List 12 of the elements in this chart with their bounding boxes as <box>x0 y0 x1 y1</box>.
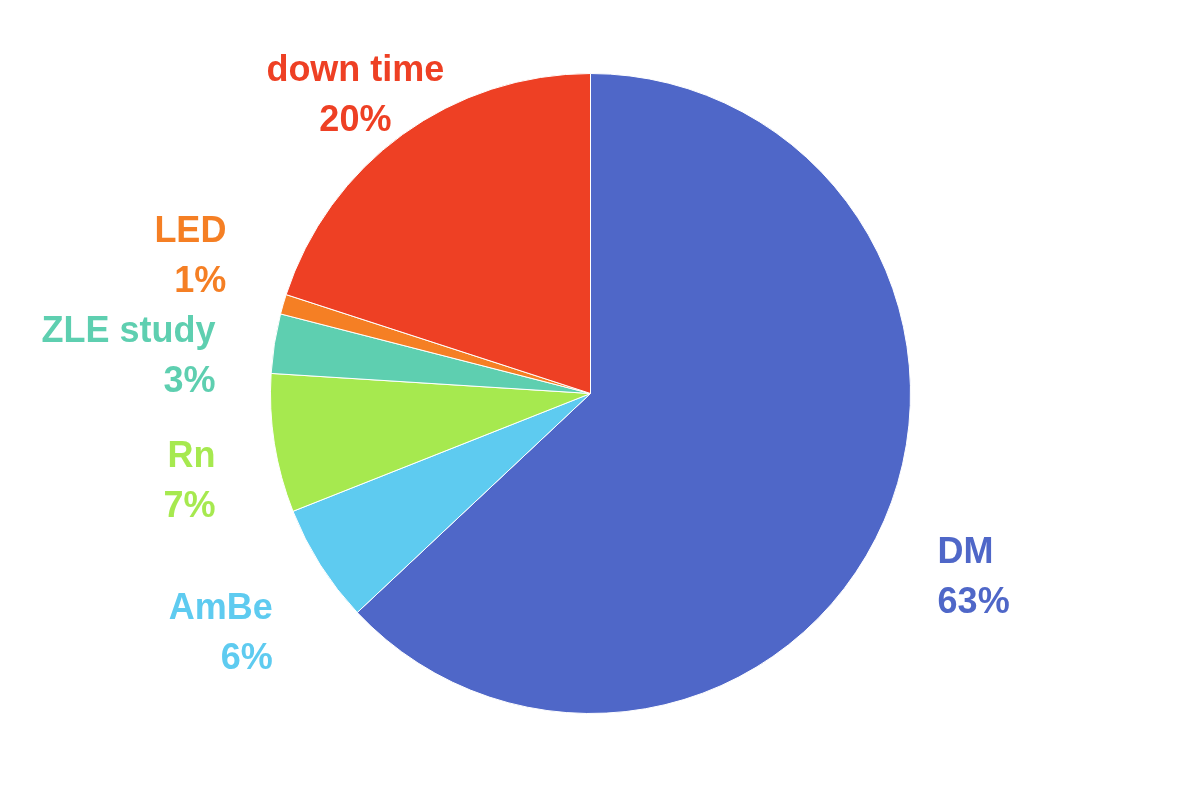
slice-label: DM <box>937 530 994 572</box>
data-label: 63% <box>937 580 1010 622</box>
slice-label: LED <box>154 208 227 250</box>
slice-label: AmBe <box>168 585 273 627</box>
data-label: 3% <box>163 358 216 400</box>
data-label: 7% <box>163 484 216 526</box>
data-label: 6% <box>220 635 273 677</box>
data-label: 1% <box>174 258 227 300</box>
data-label: 20% <box>319 97 392 139</box>
slice-label: down time <box>266 47 445 89</box>
slice-label: ZLE study <box>41 308 216 350</box>
slice-label: Rn <box>167 434 216 476</box>
